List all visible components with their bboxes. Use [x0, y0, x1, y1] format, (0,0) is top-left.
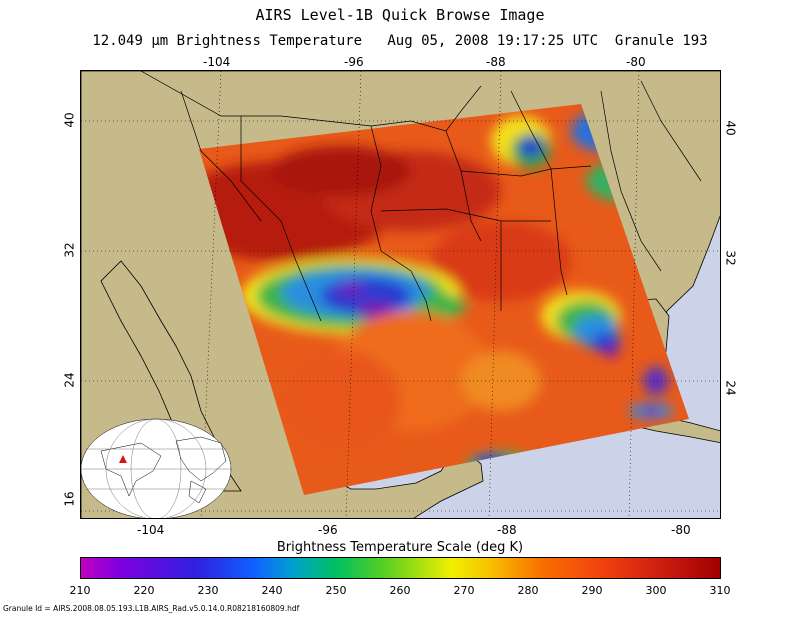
top-lon-tick: -96 — [344, 55, 364, 69]
map-graphic — [81, 71, 720, 518]
location-marker-icon — [119, 455, 127, 463]
inset-globe — [81, 418, 232, 518]
left-lat-tick: 16 — [62, 491, 77, 507]
colorbar-tick: 290 — [581, 584, 603, 597]
colorbar-tick: 230 — [197, 584, 219, 597]
left-lat-tick: 32 — [62, 242, 77, 258]
top-lon-tick: -88 — [486, 55, 506, 69]
right-lat-tick: 40 — [723, 120, 738, 136]
left-lat-tick: 24 — [62, 372, 77, 388]
top-lon-tick: -104 — [203, 55, 231, 69]
colorbar-tick: 280 — [517, 584, 539, 597]
bottom-lon-tick: -80 — [671, 523, 691, 537]
bottom-lon-tick: -96 — [318, 523, 338, 537]
right-lat-tick: 32 — [723, 250, 738, 266]
colorbar-tick: 310 — [709, 584, 731, 597]
colorbar-tick: 260 — [389, 584, 411, 597]
colorbar-tick: 210 — [69, 584, 91, 597]
colorbar-tick: 250 — [325, 584, 347, 597]
bottom-lon-tick: -104 — [137, 523, 165, 537]
bottom-lon-tick: -88 — [497, 523, 517, 537]
top-lon-tick: -80 — [626, 55, 646, 69]
left-lat-tick: 40 — [62, 112, 77, 128]
political-borders — [140, 71, 702, 322]
image-title: AIRS Level-1B Quick Browse Image — [255, 6, 545, 24]
colorbar-tick: 240 — [261, 584, 283, 597]
right-lat-tick: 24 — [723, 380, 738, 396]
colorbar-tick: 220 — [133, 584, 155, 597]
colorbar-tick: 300 — [645, 584, 667, 597]
granule-id: Granule Id = AIRS.2008.08.05.193.L1B.AIR… — [3, 604, 300, 613]
colorbar — [80, 557, 721, 579]
brightness-temperature-map — [80, 70, 721, 519]
graticule — [81, 71, 720, 518]
image-subtitle: 12.049 µm Brightness Temperature Aug 05,… — [92, 33, 708, 49]
colorbar-title: Brightness Temperature Scale (deg K) — [276, 540, 524, 555]
colorbar-tick: 270 — [453, 584, 475, 597]
